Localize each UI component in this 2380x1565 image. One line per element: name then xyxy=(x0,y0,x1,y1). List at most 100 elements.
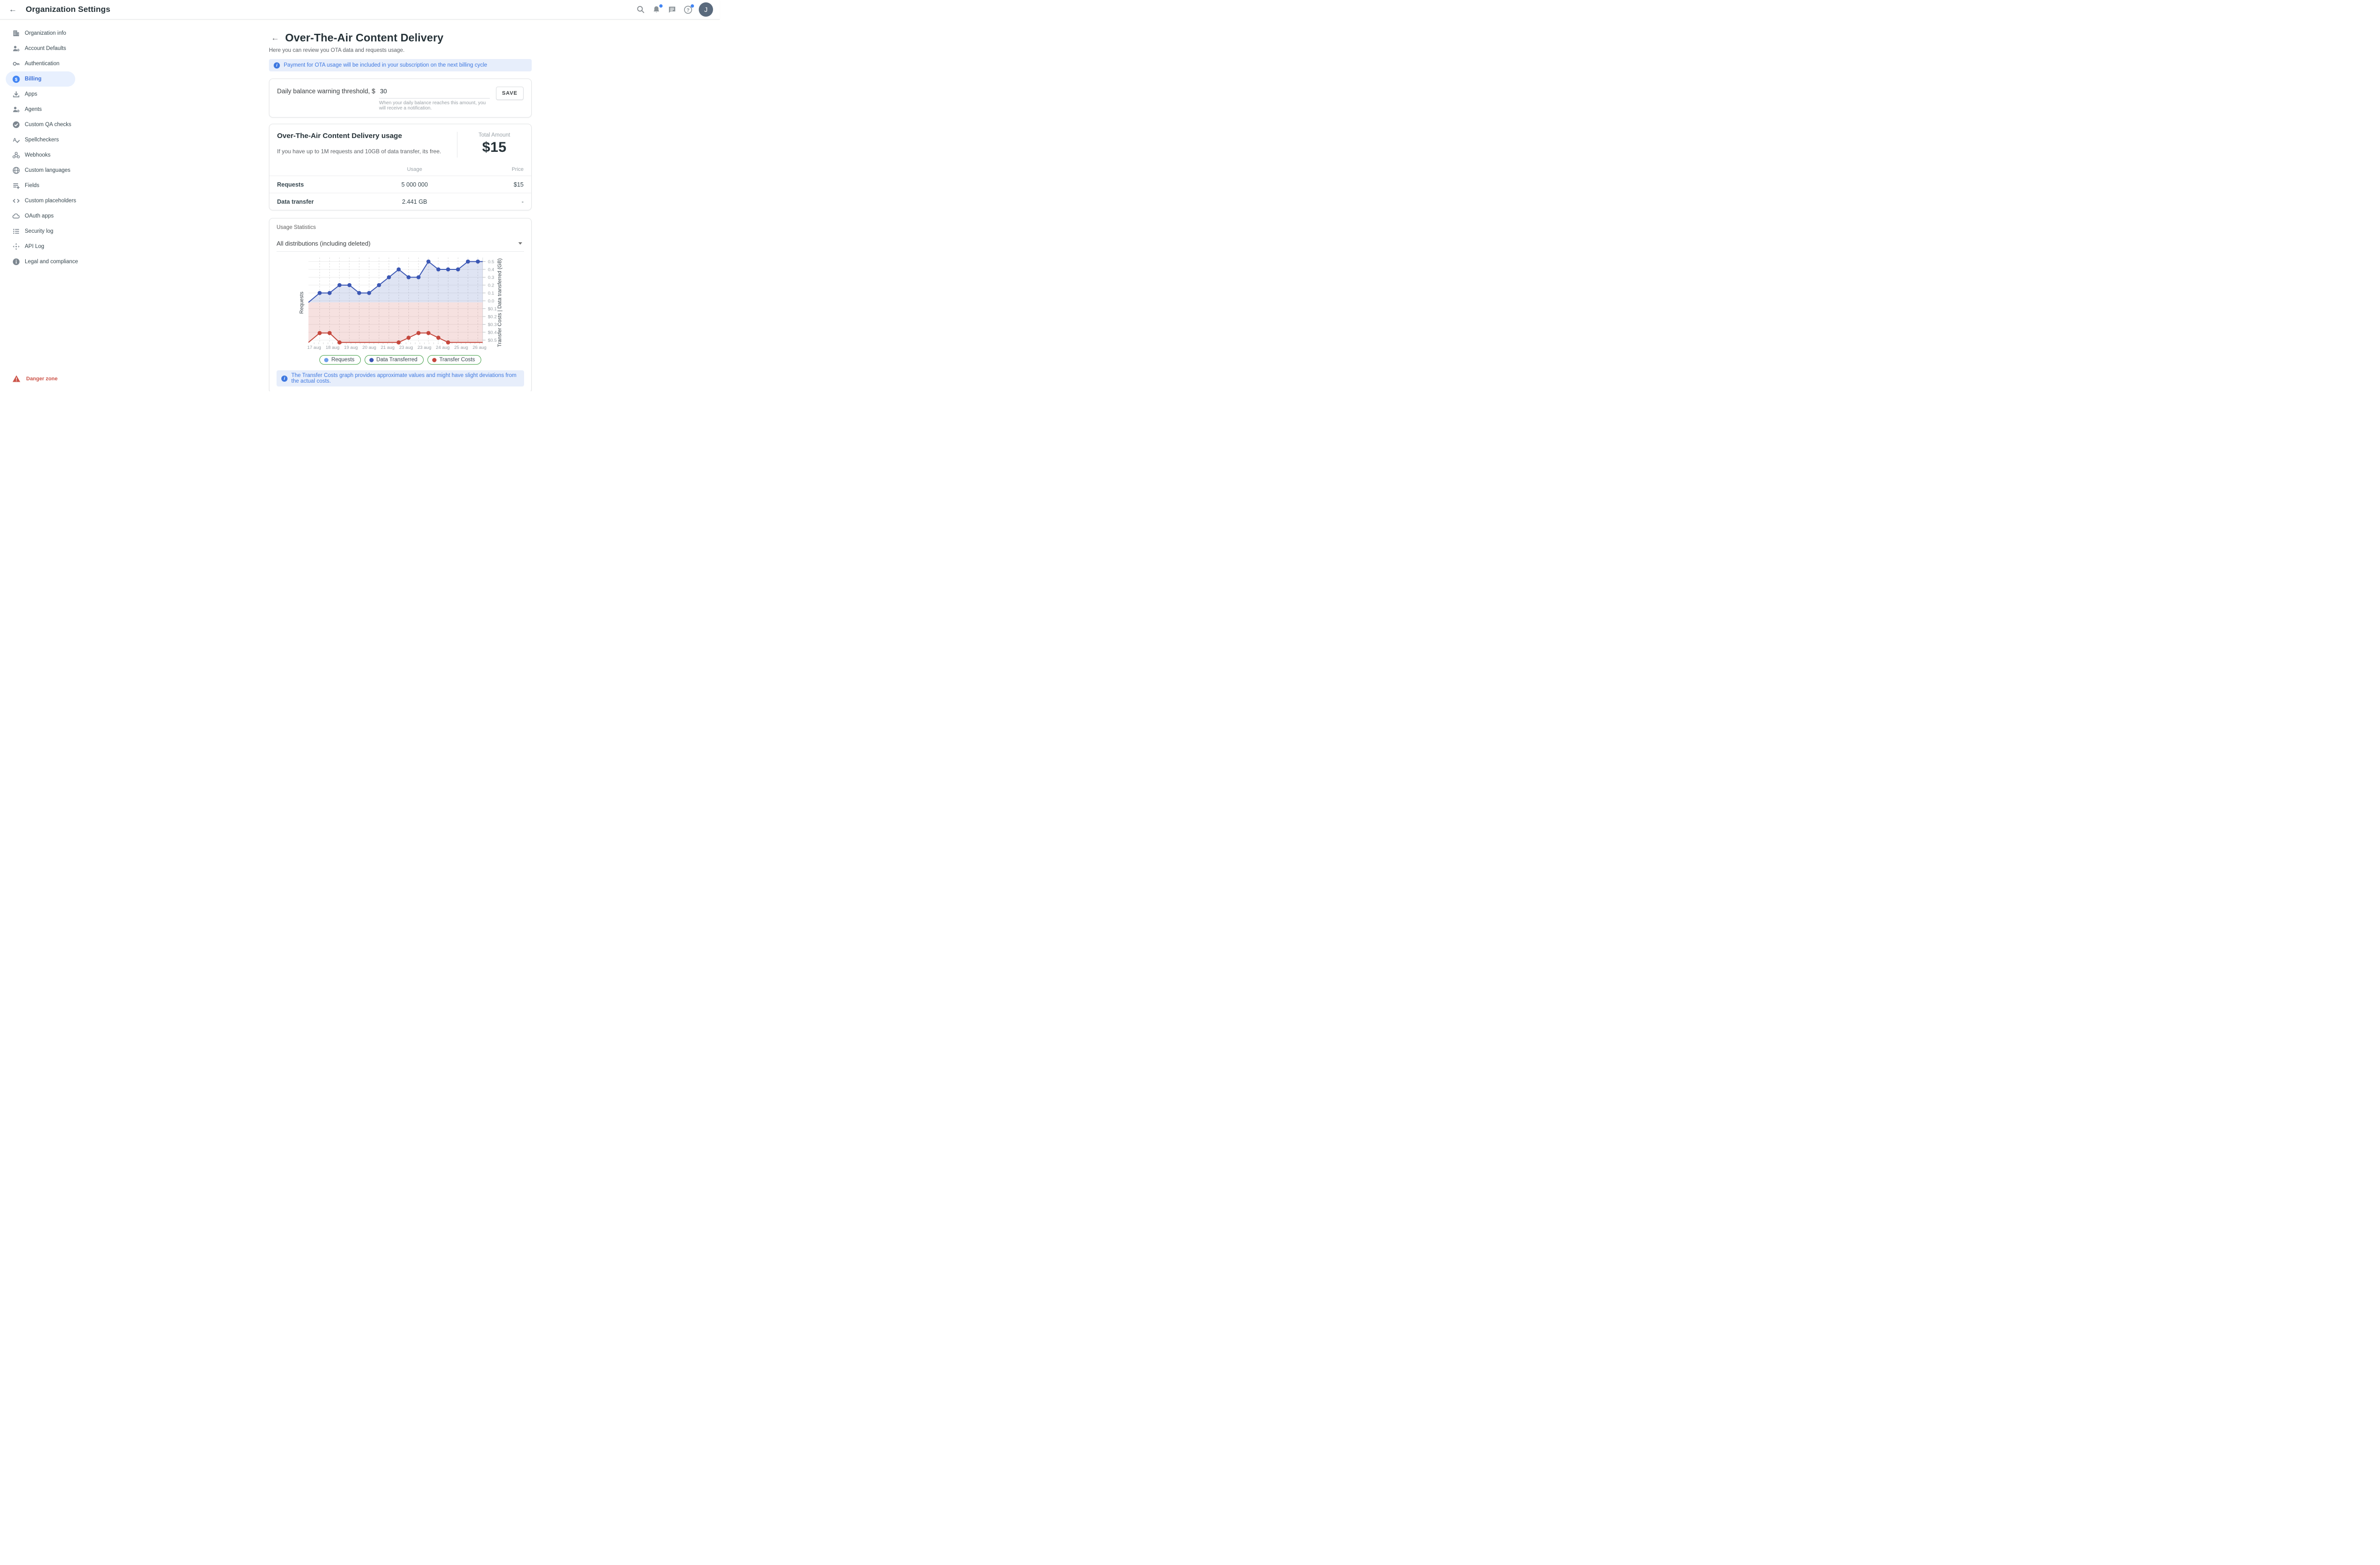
page-subtitle: Here you can review you OTA data and req… xyxy=(269,48,405,53)
avatar-initial: J xyxy=(704,6,708,13)
row-name: Data transfer xyxy=(277,198,314,205)
playlist-add-icon xyxy=(12,182,20,189)
row-name: Requests xyxy=(277,181,304,188)
check-circle-icon xyxy=(12,121,20,129)
sidebar-item-label: Organization info xyxy=(25,30,66,36)
sidebar-item-custom-placeholders[interactable]: Custom placeholders xyxy=(6,193,77,208)
svg-text:$: $ xyxy=(15,76,18,81)
svg-text:0.2: 0.2 xyxy=(488,283,494,288)
sidebar-item-api-log[interactable]: API Log xyxy=(6,239,75,254)
usage-column-header: Usage xyxy=(407,167,422,172)
list-icon xyxy=(12,228,20,235)
svg-text:17 aug: 17 aug xyxy=(307,345,321,350)
svg-text:26 aug: 26 aug xyxy=(473,345,486,350)
svg-text:0.3: 0.3 xyxy=(488,275,494,280)
usage-card-title: Over-The-Air Content Delivery usage xyxy=(277,132,402,140)
sidebar-item-label: Webhooks xyxy=(25,152,51,158)
usage-statistics-card: Usage Statistics All distributions (incl… xyxy=(269,218,532,391)
svg-text:21 aug: 21 aug xyxy=(381,345,395,350)
svg-text:24 aug: 24 aug xyxy=(436,345,450,350)
sidebar-item-label: Account Defaults xyxy=(25,46,66,51)
code-icon xyxy=(12,197,20,205)
person-gear-icon xyxy=(12,45,20,52)
dollar-circle-icon: $ xyxy=(12,75,20,83)
sidebar-item-fields[interactable]: Fields xyxy=(6,178,75,193)
sidebar-item-security-log[interactable]: Security log xyxy=(6,224,75,239)
sidebar-item-label: OAuth apps xyxy=(25,213,54,219)
svg-text:18 aug: 18 aug xyxy=(326,345,339,350)
app-title: Organization Settings xyxy=(26,5,110,14)
sidebar-item-label: Legal and compliance xyxy=(25,259,78,265)
sidebar-item-oauth-apps[interactable]: OAuth apps xyxy=(6,208,75,224)
info-icon: i xyxy=(281,375,288,382)
usage-card: Over-The-Air Content Delivery usage If y… xyxy=(269,124,532,210)
table-row: Requests 5 000 000 $15 xyxy=(269,176,531,193)
sidebar-item-apps[interactable]: Apps xyxy=(6,87,75,102)
sidebar-item-label: Apps xyxy=(25,91,38,97)
legend-dot-icon xyxy=(432,357,436,362)
legend-label: Requests xyxy=(331,357,355,363)
sidebar-item-label: Security log xyxy=(25,228,54,234)
sidebar-item-webhooks[interactable]: Webhooks xyxy=(6,148,75,163)
sidebar-item-label: Fields xyxy=(25,183,40,188)
sidebar-item-legal-and-compliance[interactable]: Legal and compliance xyxy=(6,254,78,269)
globe-icon xyxy=(12,167,20,174)
chat-icon[interactable] xyxy=(667,5,677,14)
svg-text:?: ? xyxy=(686,7,689,13)
search-icon[interactable] xyxy=(636,5,645,14)
download-icon xyxy=(12,90,20,98)
help-icon[interactable]: ? xyxy=(683,4,694,14)
legend-toggle-transfer-costs[interactable]: Transfer Costs xyxy=(427,355,481,365)
sidebar-item-label: Billing xyxy=(25,76,42,82)
sidebar-item-label: Custom placeholders xyxy=(25,198,77,204)
distribution-filter-select[interactable]: All distributions (including deleted) xyxy=(277,240,524,252)
left-axis-label: Requests xyxy=(299,291,305,314)
topbar-back-icon[interactable]: ← xyxy=(9,5,17,14)
danger-zone-label: Danger zone xyxy=(26,376,58,382)
row-usage: 2.441 GB xyxy=(402,198,427,205)
sidebar-item-danger-zone[interactable]: Danger zone xyxy=(12,375,58,382)
legend-label: Data Transferred xyxy=(376,357,417,363)
info-circle-icon xyxy=(12,258,20,266)
usage-statistics-label: Usage Statistics xyxy=(277,225,316,230)
usage-chart: 0.5 0.4 0.3 0.2 0.1 0.0 $0.1 $0.2 $0.3 $0.4 $0.5 17… xyxy=(277,258,524,354)
legend-toggle-data-transferred[interactable]: Data Transferred xyxy=(364,355,424,365)
building-icon xyxy=(12,30,20,37)
sidebar-item-agents[interactable]: Agents xyxy=(6,102,75,117)
row-price: $15 xyxy=(514,181,524,188)
main-area: ← Over-The-Air Content Delivery Here you… xyxy=(81,20,720,391)
price-column-header: Price xyxy=(511,167,524,172)
distribution-filter-value: All distributions (including deleted) xyxy=(277,240,371,247)
notifications-bell-icon[interactable] xyxy=(652,4,663,14)
svg-text:25 aug: 25 aug xyxy=(454,345,468,350)
svg-text:$0.4: $0.4 xyxy=(488,330,497,335)
sidebar-item-custom-qa-checks[interactable]: Custom QA checks xyxy=(6,117,75,132)
table-row: Data transfer 2.441 GB - xyxy=(269,193,531,210)
total-amount-label: Total Amount xyxy=(478,132,510,138)
legend-dot-icon xyxy=(324,357,329,362)
user-avatar[interactable]: J xyxy=(699,2,713,17)
settings-sidebar: Organization info Account Defaults Authent… xyxy=(0,20,81,391)
usage-table-header: Usage Price xyxy=(269,163,531,176)
svg-text:0.5: 0.5 xyxy=(488,259,494,265)
sidebar-item-custom-languages[interactable]: Custom languages xyxy=(6,163,75,178)
sidebar-item-account-defaults[interactable]: Account Defaults xyxy=(6,41,75,56)
chart-legend: Requests Data Transferred Transfer Costs xyxy=(277,355,524,365)
page-back-icon[interactable]: ← xyxy=(271,33,279,42)
sidebar-item-authentication[interactable]: Authentication xyxy=(6,56,75,71)
info-icon: i xyxy=(274,62,280,69)
sidebar-item-spellcheckers[interactable]: A Spellcheckers xyxy=(6,132,75,148)
help-badge xyxy=(691,4,694,8)
sidebar-item-organization-info[interactable]: Organization info xyxy=(6,26,75,41)
svg-text:$0.2: $0.2 xyxy=(488,314,497,319)
svg-text:0.0: 0.0 xyxy=(488,298,494,304)
svg-text:23 aug: 23 aug xyxy=(399,345,413,350)
threshold-card: Daily balance warning threshold, $ When … xyxy=(269,79,532,118)
threshold-input[interactable] xyxy=(379,85,490,99)
costs-note-text: The Transfer Costs graph provides approx… xyxy=(291,373,517,384)
save-button[interactable]: SAVE xyxy=(496,87,524,100)
sidebar-item-billing[interactable]: $ Billing xyxy=(6,71,75,87)
api-arrows-icon xyxy=(12,243,20,250)
sidebar-item-label: Spellcheckers xyxy=(25,137,59,143)
legend-toggle-requests[interactable]: Requests xyxy=(319,355,361,365)
